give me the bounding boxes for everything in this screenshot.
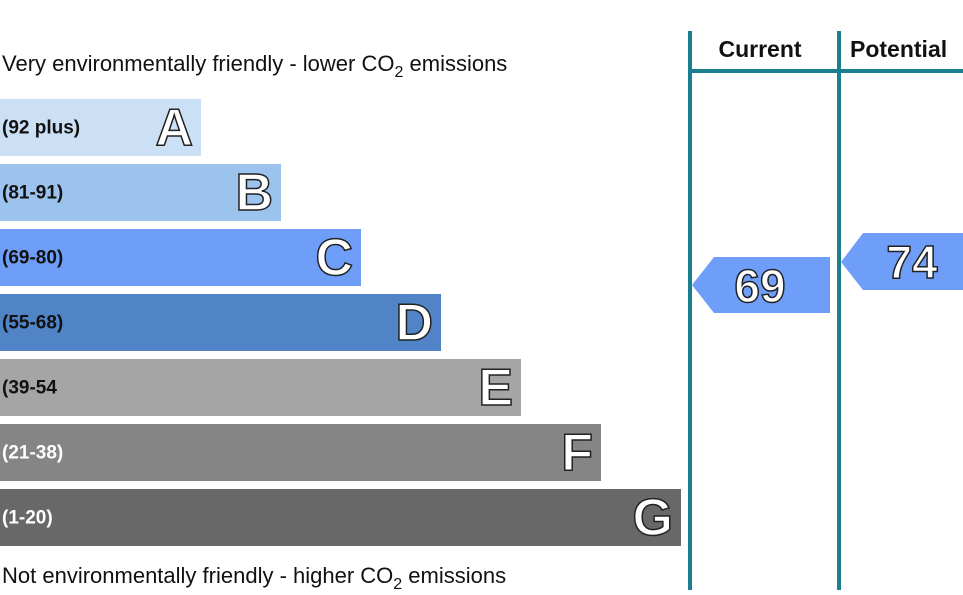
potential-rating: 74 <box>886 236 938 288</box>
current-header: Current <box>718 36 801 62</box>
band-letter: E <box>478 359 513 417</box>
bottom-note: Not environmentally friendly - higher CO… <box>2 563 506 590</box>
band-bar <box>0 294 441 351</box>
band-range: (55-68) <box>2 313 63 334</box>
band-bar <box>0 489 681 546</box>
band-range: (39-54 <box>2 378 57 399</box>
bands: (92 plus) A (81-91) B (69-80) C (55-68) D (39-54… <box>0 98 681 548</box>
band-range: (92 plus) <box>2 118 80 139</box>
band-bar <box>0 229 361 286</box>
band-range: (81-91) <box>2 183 63 204</box>
band-range: (69-80) <box>2 248 63 269</box>
top-note: Very environmentally friendly - lower CO… <box>2 51 507 81</box>
band-bar <box>0 99 201 156</box>
current-arrow <box>692 257 830 313</box>
band-letter: F <box>561 424 593 482</box>
top-note-sub: 2 <box>394 64 403 81</box>
band-range: (21-38) <box>2 443 63 464</box>
band-letter: D <box>395 294 433 352</box>
band-bar <box>0 424 601 481</box>
band-letter: B <box>235 164 273 222</box>
band-letter: C <box>315 229 353 287</box>
top-note-text: emissions <box>403 51 507 76</box>
band-bar <box>0 164 281 221</box>
top-note-text: Very environmentally friendly - lower CO <box>2 51 394 76</box>
bottom-note-sub: 2 <box>393 576 402 590</box>
current-rating: 69 <box>734 260 785 312</box>
bottom-note-text: Not environmentally friendly - higher CO <box>2 563 393 588</box>
band-letter: A <box>155 99 193 157</box>
band-range: (1-20) <box>2 508 53 529</box>
band-bar <box>0 359 521 416</box>
potential-arrow <box>841 233 963 290</box>
bottom-note-text: emissions <box>402 563 506 588</box>
potential-header: Potential <box>850 36 947 62</box>
band-letter: G <box>633 489 673 547</box>
